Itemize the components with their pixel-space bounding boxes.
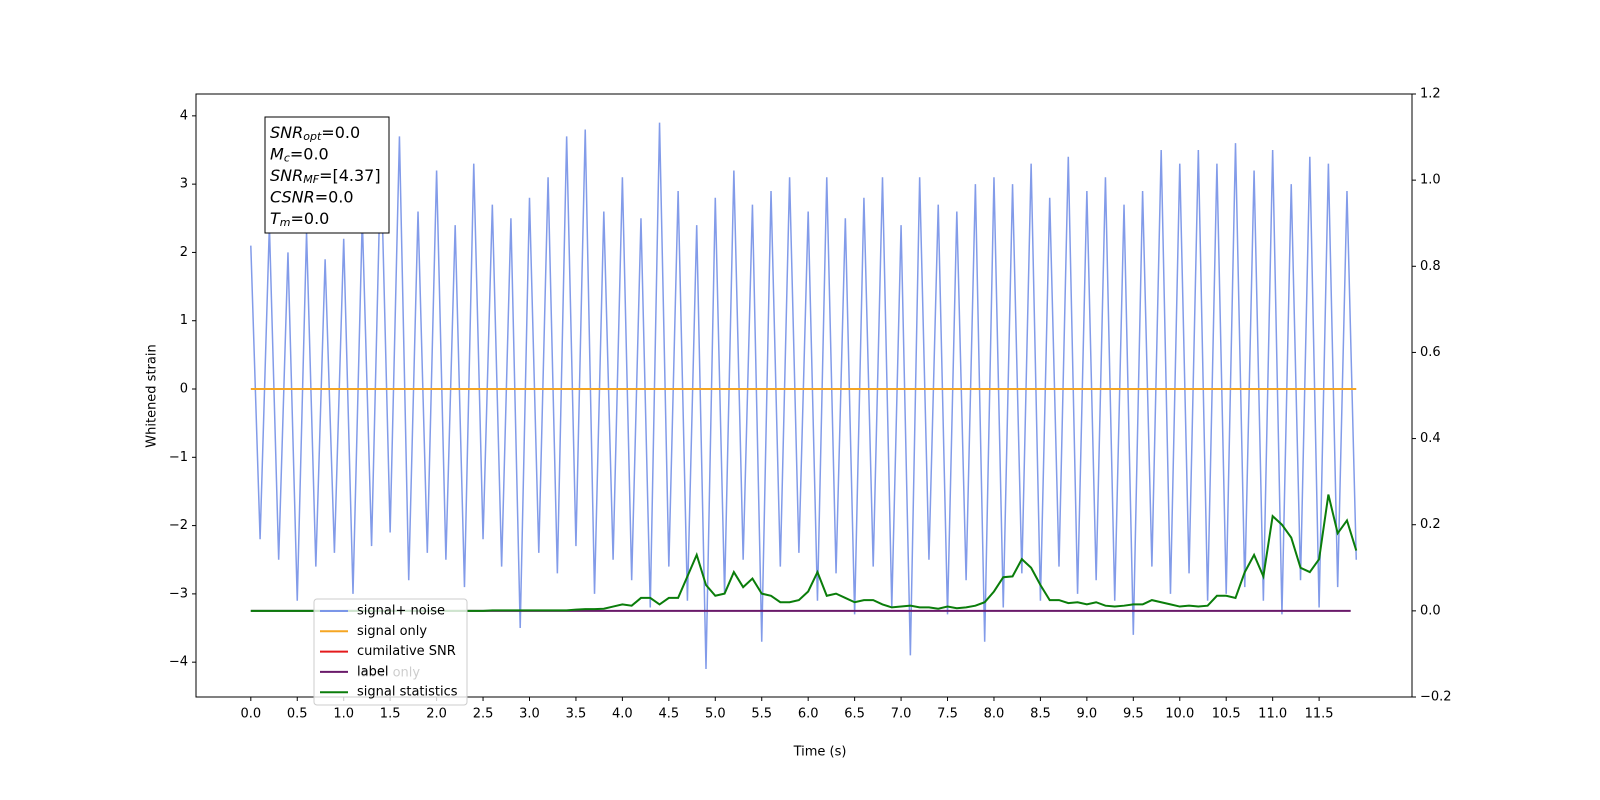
legend-overlay: label only [357, 666, 420, 681]
y2-tick-label: −0.2 [1420, 690, 1452, 705]
annotation-text: SNRopt=0.0 [270, 123, 360, 144]
annotation-value: =0.0 [290, 144, 329, 163]
x-tick-label: 4.0 [612, 707, 633, 722]
legend-label: signal+ noise [357, 604, 445, 619]
annotation-value: =0.0 [291, 209, 330, 228]
x-tick-label: 4.5 [658, 707, 679, 722]
x-tick-label: 9.5 [1123, 707, 1144, 722]
annotation-text: CSNR=0.0 [270, 187, 354, 206]
annotation-text: Tm=0.0 [270, 209, 329, 230]
axes-frame [195, 93, 1413, 698]
annotation-box: SNRopt=0.0Mc=0.0SNRMF=[4.37]CSNR=0.0Tm=0… [264, 116, 390, 234]
x-tick-label: 1.0 [333, 707, 354, 722]
y2-tick-label: 0.4 [1420, 431, 1441, 446]
x-tick-label: 2.5 [473, 707, 494, 722]
x-tick-label: 6.5 [844, 707, 865, 722]
legend: signal+ noise signal only cumilative SNR la… [313, 598, 468, 706]
x-tick-label: 9.0 [1077, 707, 1098, 722]
annotation-base: SNR [270, 166, 303, 185]
y2-tick-label: 1.2 [1420, 87, 1441, 102]
legend-label: cumilative SNR [357, 644, 456, 659]
x-tick-label: 8.0 [984, 707, 1005, 722]
annotation-frame [264, 116, 390, 234]
y-tick-label: 1 [180, 313, 188, 328]
x-tick-label: 10.0 [1165, 707, 1194, 722]
annotation-base: T [270, 209, 281, 228]
y-tick-label: −1 [169, 450, 188, 465]
x-tick-label: 8.5 [1030, 707, 1051, 722]
x-tick-label: 0.0 [240, 707, 261, 722]
annotation-text: SNRMF=[4.37] [270, 166, 381, 187]
y-tick-label: 0 [180, 382, 188, 397]
x-tick-label: 10.5 [1212, 707, 1241, 722]
annotation-value: =[4.37] [319, 166, 381, 185]
x-tick-label: 2.0 [426, 707, 447, 722]
y-tick-label: −2 [169, 518, 188, 533]
legend-label: signal only [357, 624, 427, 639]
x-tick-label: 11.5 [1305, 707, 1334, 722]
x-tick-label: 3.0 [519, 707, 540, 722]
y2-tick-label: 1.0 [1420, 173, 1441, 188]
y-tick-label: −3 [169, 586, 188, 601]
annotation-base: SNR [270, 123, 303, 142]
annotation-base: M [270, 144, 284, 163]
x-tick-label: 7.5 [937, 707, 958, 722]
x-tick-label: 7.0 [891, 707, 912, 722]
annotation-sub: c [284, 152, 290, 165]
y-axis-label: Whitened strain [145, 344, 160, 447]
x-axis-label: Time (s) [793, 745, 847, 760]
annotation-sub: m [280, 216, 291, 229]
y-tick-label: 4 [180, 108, 188, 123]
y-tick-label: 2 [180, 245, 188, 260]
legend-label: label [357, 664, 388, 679]
y2-tick-label: 0.6 [1420, 345, 1441, 360]
x-tick-label: 5.5 [751, 707, 772, 722]
x-tick-label: 11.0 [1258, 707, 1287, 722]
annotation-sub: opt [303, 130, 322, 143]
annotation-base: CSNR [270, 187, 315, 206]
y2-tick-label: 0.8 [1420, 259, 1441, 274]
y-tick-label: −4 [169, 655, 188, 670]
x-tick-label: 3.5 [566, 707, 587, 722]
y2-tick-label: 0.2 [1420, 517, 1441, 532]
annotation-value: =0.0 [315, 187, 354, 206]
x-tick-label: 5.0 [705, 707, 726, 722]
legend-frame [313, 598, 468, 706]
legend-label: signal statistics [357, 685, 458, 700]
x-tick-label: 0.5 [287, 707, 308, 722]
annotation-text: Mc=0.0 [270, 144, 329, 165]
x-tick-label: 6.0 [798, 707, 819, 722]
annotation-sub: MF [303, 173, 319, 186]
y-tick-label: 3 [180, 177, 188, 192]
series-line [250, 122, 1358, 670]
x-tick-label: 1.5 [380, 707, 401, 722]
annotation-value: =0.0 [321, 123, 360, 142]
y2-tick-label: 0.0 [1420, 603, 1441, 618]
